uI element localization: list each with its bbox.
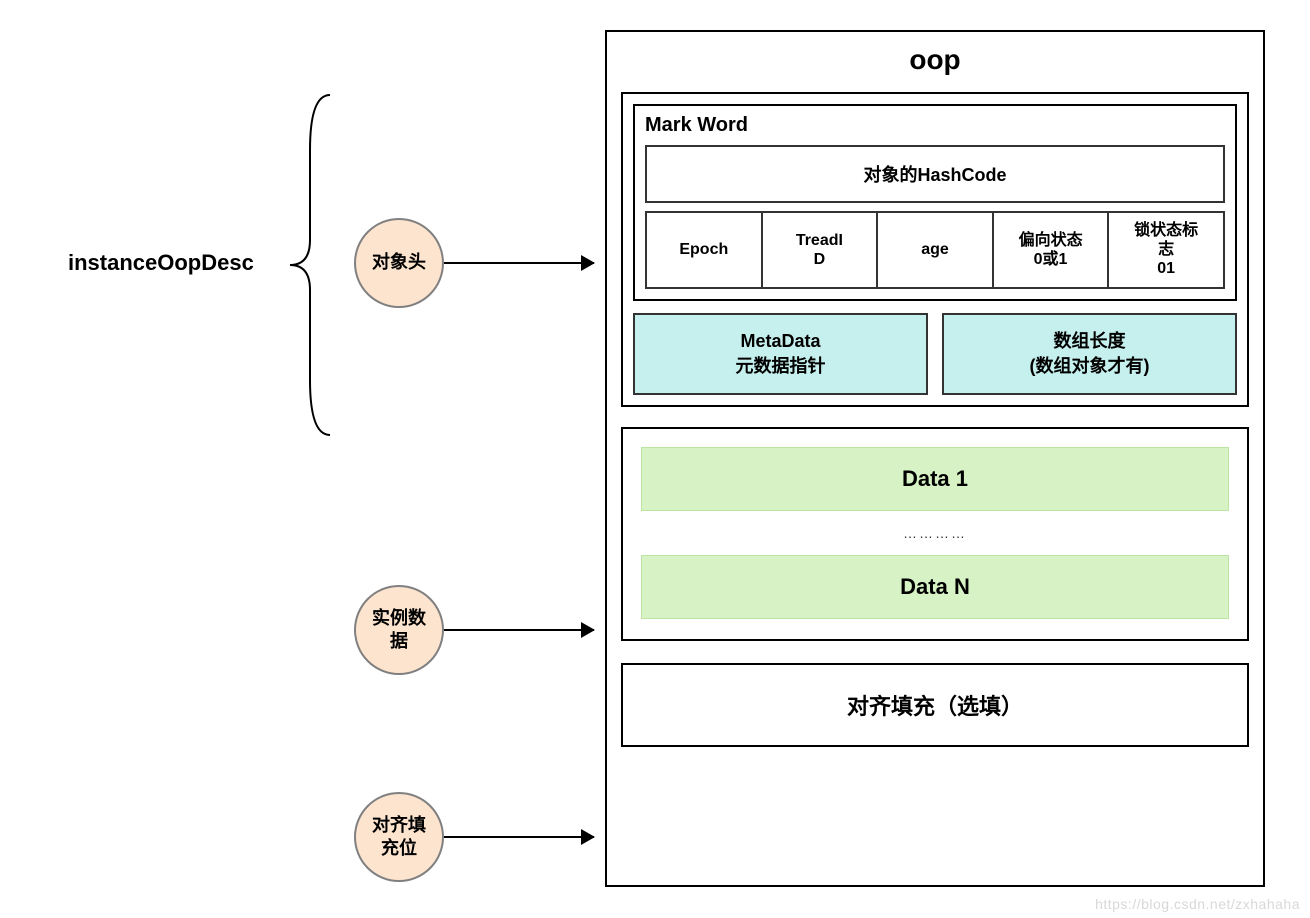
brace-icon (280, 90, 340, 440)
instance-data-section: Data 1 ………… Data N (621, 427, 1249, 641)
diagram-root: instanceOopDesc 对象头 实例数 据 对齐填 充位 oop Mar… (0, 0, 1310, 918)
meta-metadata: MetaData 元数据指针 (633, 313, 928, 395)
markword-cells: Epoch TreadI D age 偏向状态 0或1 锁状态标 志 01 (645, 211, 1225, 289)
curly-brace (280, 90, 340, 440)
cell-epoch: Epoch (647, 213, 763, 287)
node-object-header: 对象头 (354, 218, 444, 308)
object-header-section: Mark Word 对象的HashCode Epoch TreadI D age… (621, 92, 1249, 407)
meta-line2: (数组对象才有) (950, 354, 1229, 379)
meta-arraylen: 数组长度 (数组对象才有) (942, 313, 1237, 395)
data-row-n: Data N (641, 555, 1229, 619)
meta-row: MetaData 元数据指针 数组长度 (数组对象才有) (633, 313, 1237, 395)
markword-box: Mark Word 对象的HashCode Epoch TreadI D age… (633, 104, 1237, 301)
cell-threadid: TreadI D (763, 213, 879, 287)
ellipsis: ………… (641, 511, 1229, 555)
node-label: 对象头 (372, 251, 426, 274)
node-padding: 对齐填 充位 (354, 792, 444, 882)
padding-section: 对齐填充（选填） (621, 663, 1249, 747)
cell-bias: 偏向状态 0或1 (994, 213, 1110, 287)
node-label: 实例数 据 (372, 607, 426, 654)
meta-line1: MetaData (641, 329, 920, 354)
cell-lock: 锁状态标 志 01 (1109, 213, 1223, 287)
oop-container: oop Mark Word 对象的HashCode Epoch TreadI D… (605, 30, 1265, 887)
arrow-header (444, 262, 594, 264)
node-instance-data: 实例数 据 (354, 585, 444, 675)
node-label: 对齐填 充位 (372, 814, 426, 861)
markword-label: Mark Word (645, 114, 1225, 137)
cell-age: age (878, 213, 994, 287)
data-row-1: Data 1 (641, 447, 1229, 511)
meta-line2: 元数据指针 (641, 354, 920, 379)
meta-line1: 数组长度 (950, 329, 1229, 354)
arrow-instance (444, 629, 594, 631)
watermark: https://blog.csdn.net/zxhahaha (1095, 896, 1300, 912)
main-title: instanceOopDesc (68, 250, 254, 276)
hashcode-row: 对象的HashCode (645, 145, 1225, 203)
arrow-padding (444, 836, 594, 838)
oop-title: oop (607, 32, 1263, 84)
